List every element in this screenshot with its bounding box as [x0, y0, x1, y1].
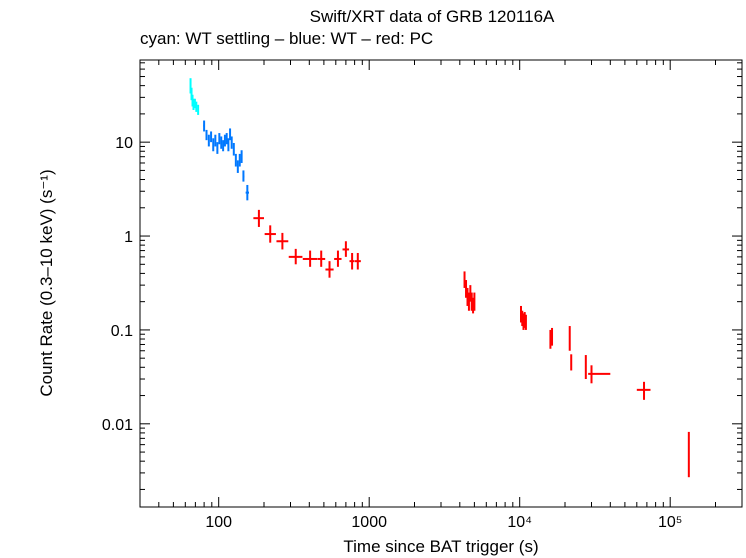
data-point	[342, 241, 350, 257]
x-tick-label: 10⁵	[658, 514, 682, 531]
data-point	[288, 248, 303, 265]
y-tick-labels: 0.01 0.1 1 10	[102, 135, 133, 434]
data-point	[230, 136, 233, 149]
chart-title: Swift/XRT data of GRB 120116A	[310, 7, 555, 26]
data-point	[521, 310, 524, 327]
data-point	[242, 170, 245, 182]
data-point	[238, 153, 241, 167]
data-point	[227, 138, 230, 152]
data-point	[551, 327, 554, 346]
y-tick-marks	[140, 62, 742, 490]
data-point	[549, 329, 552, 349]
data-point	[325, 261, 334, 278]
y-tick-label: 1	[124, 229, 133, 246]
x-tick-label: 10⁴	[507, 514, 532, 531]
x-axis-label: Time since BAT trigger (s)	[343, 537, 538, 556]
data-point	[234, 153, 237, 167]
x-tick-label: 100	[205, 514, 232, 531]
data-point	[473, 292, 476, 311]
data-point	[225, 133, 228, 145]
data-point	[355, 252, 361, 270]
data-point	[203, 120, 206, 132]
data-point	[220, 136, 223, 149]
data-point	[467, 292, 470, 311]
data-point	[276, 232, 289, 250]
data-point	[584, 355, 587, 380]
data-point	[236, 160, 239, 173]
y-tick-label: 10	[115, 135, 133, 152]
data-point	[240, 150, 243, 163]
data-point	[193, 98, 196, 109]
data-point	[588, 365, 611, 384]
data-point	[466, 287, 469, 306]
data-point	[636, 381, 651, 400]
chart-subtitle: cyan: WT settling – blue: WT – red: PC	[140, 29, 433, 48]
data-point	[519, 305, 522, 323]
data-point	[302, 250, 318, 267]
data-point	[349, 252, 355, 270]
y-axis-label: Count Rate (0.3–10 keV) (s⁻¹)	[37, 169, 56, 396]
data-point	[223, 134, 226, 147]
data-point	[214, 134, 217, 147]
data-point	[522, 313, 525, 330]
data-point	[570, 354, 573, 371]
data-point	[463, 271, 466, 288]
data-point	[334, 250, 342, 267]
data-point	[218, 133, 221, 145]
data-point	[216, 142, 219, 154]
data-point	[524, 314, 527, 330]
data-point	[210, 131, 213, 143]
data-point	[465, 280, 468, 298]
data-point	[245, 184, 250, 201]
data-point	[222, 140, 225, 152]
data-point	[253, 209, 264, 227]
data-point	[207, 134, 210, 147]
data-point	[472, 297, 475, 314]
data-point	[317, 250, 326, 267]
data-point	[568, 326, 571, 351]
data-point	[212, 138, 215, 152]
y-tick-label: 0.1	[111, 323, 133, 340]
data-point	[232, 142, 235, 156]
x-tick-marks	[139, 60, 743, 507]
data-point	[195, 101, 198, 112]
data-point	[470, 292, 473, 311]
data-marks	[189, 78, 690, 478]
data-point	[205, 129, 208, 141]
x-tick-labels: 100 1000 10⁴ 10⁵	[205, 514, 682, 531]
data-point	[469, 285, 472, 302]
x-tick-label: 1000	[351, 514, 387, 531]
data-point	[229, 128, 232, 141]
data-point	[687, 431, 690, 478]
data-point	[197, 104, 200, 115]
data-point	[264, 225, 276, 243]
data-point	[192, 98, 195, 111]
plot-frame	[139, 59, 743, 508]
y-tick-label: 0.01	[102, 417, 133, 434]
